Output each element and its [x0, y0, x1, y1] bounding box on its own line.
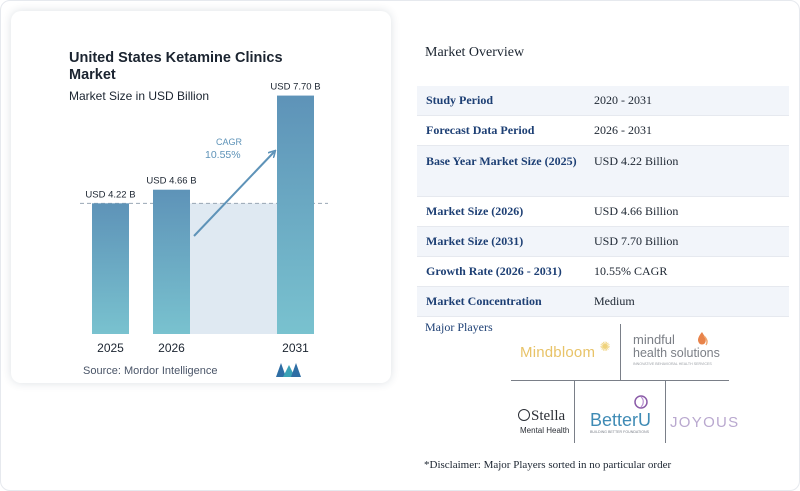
- sun-icon: ✺: [599, 339, 611, 354]
- logo-divider: [620, 324, 621, 380]
- row-value: 10.55% CAGR: [594, 264, 668, 278]
- bar-2026: [153, 189, 190, 334]
- row-value: Medium: [594, 294, 635, 308]
- row-label: Market Concentration: [426, 294, 542, 308]
- data-label-2031: USD 7.70 B: [270, 82, 320, 93]
- row-value: USD 4.22 Billion: [594, 154, 679, 168]
- row-value: USD 4.66 Billion: [594, 204, 679, 218]
- row-value: USD 7.70 Billion: [594, 234, 679, 248]
- forecast-band: [190, 203, 277, 334]
- table-row: Market Size (2031) USD 7.70 Billion: [417, 226, 789, 257]
- tick-label-2026: 2026: [158, 341, 185, 355]
- tick-label-2025: 2025: [97, 341, 124, 355]
- data-label-2025: USD 4.22 B: [85, 189, 135, 200]
- cagr-label: CAGR: [216, 137, 243, 147]
- joyous-logo: JOYOUS: [670, 414, 740, 431]
- market-overview-title: Market Overview: [425, 45, 525, 60]
- row-label: Forecast Data Period: [426, 123, 535, 137]
- betteru-logo: BetterU BUILDING BETTER FOUNDATIONS: [590, 394, 651, 435]
- row-value: 2020 - 2031: [594, 93, 652, 107]
- row-label: Market Size (2026): [426, 204, 524, 218]
- chart-source: Source: Mordor Intelligence: [83, 365, 218, 377]
- table-row: Market Concentration Medium: [417, 286, 789, 317]
- circle-icon: [518, 409, 530, 421]
- cagr-arrow: [193, 152, 274, 237]
- cagr-value: 10.55%: [205, 149, 241, 161]
- row-label: Market Size (2031): [426, 234, 524, 248]
- flame-icon: [698, 332, 708, 346]
- table-row: Market Size (2026) USD 4.66 Billion: [417, 197, 789, 227]
- chart-subtitle: Market Size in USD Billion: [69, 89, 210, 103]
- table-row: Forecast Data Period 2026 - 2031: [417, 116, 789, 146]
- leaf-icon: [634, 395, 648, 409]
- bar-chart: USD 4.22 B 2025 USD 4.66 B 2026 USD 7.70 B 20…: [80, 82, 328, 355]
- bar-2031: [277, 95, 314, 335]
- table-row: Study Period 2020 - 2031: [417, 86, 789, 116]
- row-value: 2026 - 2031: [594, 123, 652, 137]
- market-overview-table: Study Period 2020 - 2031 Forecast Data P…: [417, 86, 789, 317]
- table-row: Growth Rate (2026 - 2031) 10.55% CAGR: [417, 257, 789, 287]
- row-label: Study Period: [426, 93, 494, 107]
- logo-divider: [665, 380, 666, 443]
- disclaimer: *Disclaimer: Major Players sorted in no …: [424, 459, 672, 471]
- stella-logo: Stella Mental Health: [518, 408, 570, 435]
- data-label-2026: USD 4.66 B: [146, 176, 196, 187]
- chart-title: United States Ketamine Clinics Market: [69, 50, 283, 83]
- row-label: Growth Rate (2026 - 2031): [426, 264, 562, 278]
- tick-label-2031: 2031: [282, 341, 309, 355]
- row-label: Base Year Market Size (2025): [426, 154, 577, 168]
- mindbloom-logo: Mindbloom ✺: [520, 339, 611, 361]
- bar-2025: [92, 203, 129, 334]
- major-players-title: Major Players: [425, 320, 493, 334]
- table-row: Base Year Market Size (2025) USD 4.22 Bi…: [417, 145, 789, 197]
- logo-divider: [574, 380, 575, 443]
- mordor-logo-icon: [276, 363, 301, 377]
- logo-divider: [511, 380, 729, 381]
- mindful-health-logo: mindful health solutions INNOVATIVE BEHA…: [633, 332, 720, 366]
